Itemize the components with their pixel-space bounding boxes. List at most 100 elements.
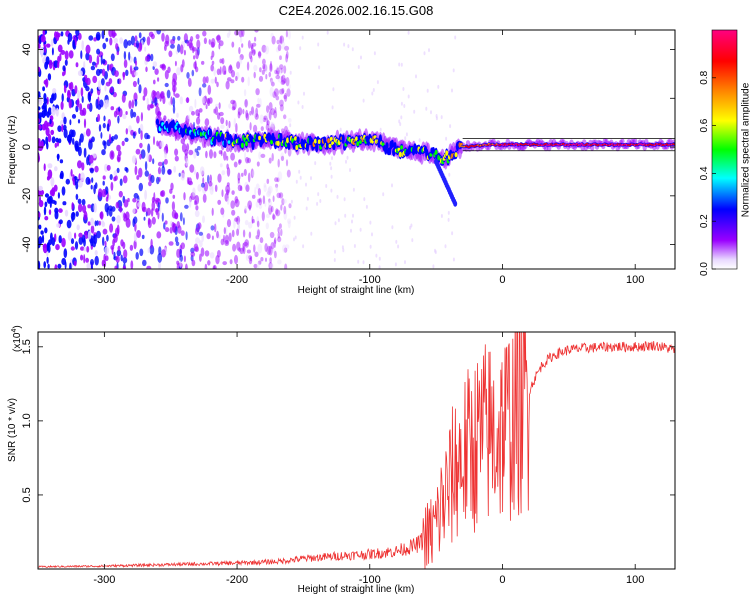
noise-speckle: [349, 168, 351, 172]
noise-speckle: [115, 43, 119, 50]
noise-speckle: [359, 227, 362, 232]
noise-speckle: [110, 181, 114, 191]
noise-speckle: [38, 66, 41, 72]
noise-speckle: [238, 247, 241, 252]
noise-speckle: [131, 99, 135, 109]
noise-speckle: [174, 155, 179, 162]
noise-speckle: [50, 129, 55, 136]
noise-speckle: [230, 79, 235, 84]
noise-speckle: [122, 175, 128, 184]
noise-speckle: [44, 193, 50, 198]
noise-speckle: [240, 247, 246, 253]
noise-speckle: [258, 197, 262, 206]
noise-speckle: [179, 212, 183, 222]
noise-speckle: [279, 88, 285, 95]
noise-speckle: [158, 246, 162, 256]
noise-speckle: [317, 42, 320, 47]
noise-speckle: [271, 81, 275, 87]
noise-speckle: [230, 70, 236, 78]
noise-speckle: [255, 88, 260, 96]
noise-speckle: [193, 243, 199, 252]
noise-speckle: [86, 246, 90, 253]
noise-speckle: [250, 55, 253, 63]
noise-speckle: [173, 165, 177, 173]
noise-speckle: [365, 204, 368, 209]
noise-speckle: [452, 257, 455, 262]
noise-speckle: [267, 199, 273, 209]
x-tick-label: 100: [626, 274, 644, 286]
noise-speckle: [94, 250, 98, 256]
noise-speckle: [250, 110, 255, 117]
ridge-core: [429, 153, 433, 157]
noise-speckle: [447, 210, 450, 215]
noise-speckle: [161, 32, 165, 42]
noise-speckle: [115, 201, 120, 209]
noise-speckle: [146, 207, 151, 216]
noise-speckle: [176, 248, 181, 258]
noise-speckle: [273, 239, 277, 249]
noise-speckle: [138, 32, 142, 39]
colorbar-tick-label: 0.0: [699, 262, 710, 276]
noise-speckle: [46, 122, 51, 127]
ridge-core: [294, 136, 297, 141]
x-tick-label: 0: [499, 574, 505, 586]
noise-speckle: [117, 245, 121, 252]
noise-speckle: [176, 67, 181, 76]
noise-speckle: [245, 109, 249, 119]
noise-speckle: [246, 249, 251, 254]
noise-speckle: [193, 55, 196, 60]
colorbar-tick-label: 0.4: [699, 166, 710, 180]
ridge-core: [400, 145, 404, 150]
noise-speckle: [156, 30, 162, 35]
snr-multiplier-close: ): [12, 325, 23, 328]
noise-speckle: [343, 197, 346, 202]
noise-speckle: [170, 96, 173, 105]
noise-speckle: [277, 236, 282, 243]
ridge-body: [315, 142, 319, 153]
ridge-core: [434, 149, 438, 156]
y-tick-label: -40: [21, 237, 33, 253]
noise-speckle: [198, 240, 203, 248]
noise-speckle: [123, 199, 129, 208]
noise-speckle: [153, 79, 156, 85]
colorbar-tick-label: 0.8: [699, 70, 710, 84]
noise-speckle: [325, 184, 328, 188]
noise-speckle: [170, 182, 174, 191]
noise-speckle: [150, 238, 153, 249]
noise-speckle: [237, 221, 240, 230]
noise-speckle: [281, 198, 285, 206]
noise-speckle: [134, 99, 138, 107]
noise-speckle: [205, 104, 208, 110]
noise-speckle: [45, 127, 50, 137]
noise-speckle: [62, 71, 65, 77]
noise-speckle: [111, 32, 117, 37]
noise-speckle: [174, 93, 180, 98]
noise-speckle: [95, 31, 101, 41]
noise-speckle: [352, 213, 354, 218]
noise-speckle: [64, 50, 69, 60]
noise-speckle: [173, 86, 176, 97]
noise-speckle: [201, 96, 206, 104]
snr-frame: [37, 331, 676, 570]
noise-speckle: [223, 151, 227, 161]
noise-speckle: [142, 259, 147, 267]
y-tick-label: 0.5: [21, 487, 33, 502]
noise-speckle: [42, 86, 45, 92]
noise-speckle: [232, 100, 237, 111]
noise-speckle: [138, 84, 142, 94]
noise-speckle: [195, 205, 199, 211]
noise-speckle: [195, 66, 199, 73]
noise-speckle: [109, 86, 114, 94]
noise-speckle: [405, 132, 408, 137]
noise-speckle: [42, 244, 47, 248]
noise-speckle: [258, 50, 262, 59]
noise-speckle: [165, 34, 170, 45]
noise-speckle: [272, 214, 276, 220]
noise-speckle: [76, 224, 80, 231]
noise-speckle: [146, 134, 151, 140]
noise-speckle: [402, 87, 405, 91]
noise-speckle: [452, 68, 455, 73]
noise-speckle: [61, 257, 67, 266]
noise-speckle: [351, 219, 353, 224]
noise-speckle: [279, 64, 284, 70]
